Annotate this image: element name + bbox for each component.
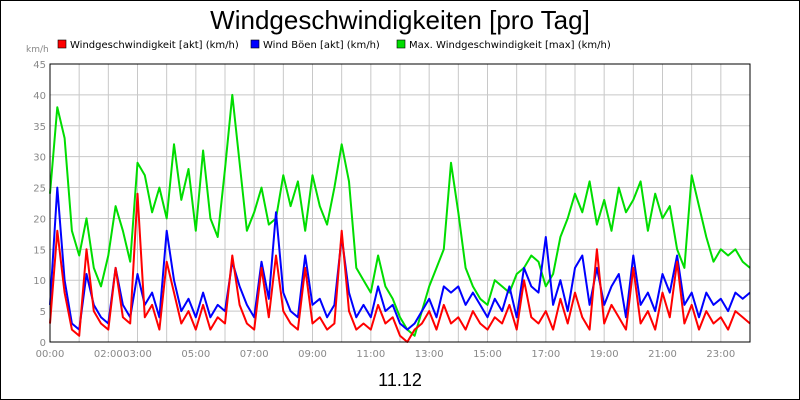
series-line-2 (49, 93, 751, 337)
y-tick-label: 5 (40, 307, 46, 318)
y-tick-label: 20 (33, 214, 46, 225)
x-tick-label: 07:00 (240, 349, 269, 360)
y-tick-label: 35 (33, 122, 46, 133)
y-axis-unit: km/h (26, 45, 49, 55)
x-tick-label: 17:00 (531, 349, 560, 360)
legend-swatch (250, 39, 260, 49)
grid (50, 64, 750, 342)
legend-label: Windgeschwindigkeit [akt] (km/h) (70, 40, 239, 51)
chart-title: Windgeschwindigkeiten [pro Tag] (210, 5, 590, 35)
x-tick-label: 21:00 (648, 349, 677, 360)
plot-border (49, 63, 751, 343)
x-axis-ticks: 00:00 02:00 03:00 05:00 07:00 09:00 11:00 13:00… (36, 349, 736, 360)
y-tick-label: 30 (33, 153, 46, 164)
x-axis-label: 11.12 (378, 370, 422, 390)
x-tick-label: 00:00 (36, 349, 65, 360)
legend-label: Max. Windgeschwindigkeit [max] (km/h) (409, 40, 611, 51)
x-tick-label: 03:00 (123, 349, 152, 360)
x-tick-label: 19:00 (590, 349, 619, 360)
x-tick-label: 15:00 (473, 349, 502, 360)
series-line-1 (49, 186, 751, 331)
y-tick-label: 25 (33, 184, 46, 195)
legend-item: Windgeschwindigkeit [akt] (km/h) (57, 39, 239, 51)
legend-label: Wind Böen [akt] (km/h) (263, 40, 380, 51)
y-tick-label: 10 (33, 276, 46, 287)
y-tick-label: 15 (33, 245, 46, 256)
y-axis-ticks: 0 5 10 15 20 25 30 35 40 45 (33, 60, 46, 349)
y-tick-label: 45 (33, 60, 46, 71)
legend: Windgeschwindigkeit [akt] (km/h) Wind Böe… (57, 39, 611, 51)
legend-item: Wind Böen [akt] (km/h) (250, 39, 380, 51)
series-group (49, 93, 751, 343)
y-tick-label: 40 (33, 91, 46, 102)
x-tick-label: 02:00 (94, 349, 123, 360)
x-tick-label: 23:00 (706, 349, 735, 360)
x-tick-label: 09:00 (298, 349, 327, 360)
legend-swatch (396, 39, 406, 49)
legend-swatch (57, 39, 67, 49)
legend-item: Max. Windgeschwindigkeit [max] (km/h) (396, 39, 611, 51)
x-tick-label: 13:00 (415, 349, 444, 360)
series-line-0 (49, 192, 751, 343)
x-tick-label: 11:00 (356, 349, 385, 360)
y-tick-label: 0 (40, 338, 46, 349)
x-tick-label: 05:00 (181, 349, 210, 360)
